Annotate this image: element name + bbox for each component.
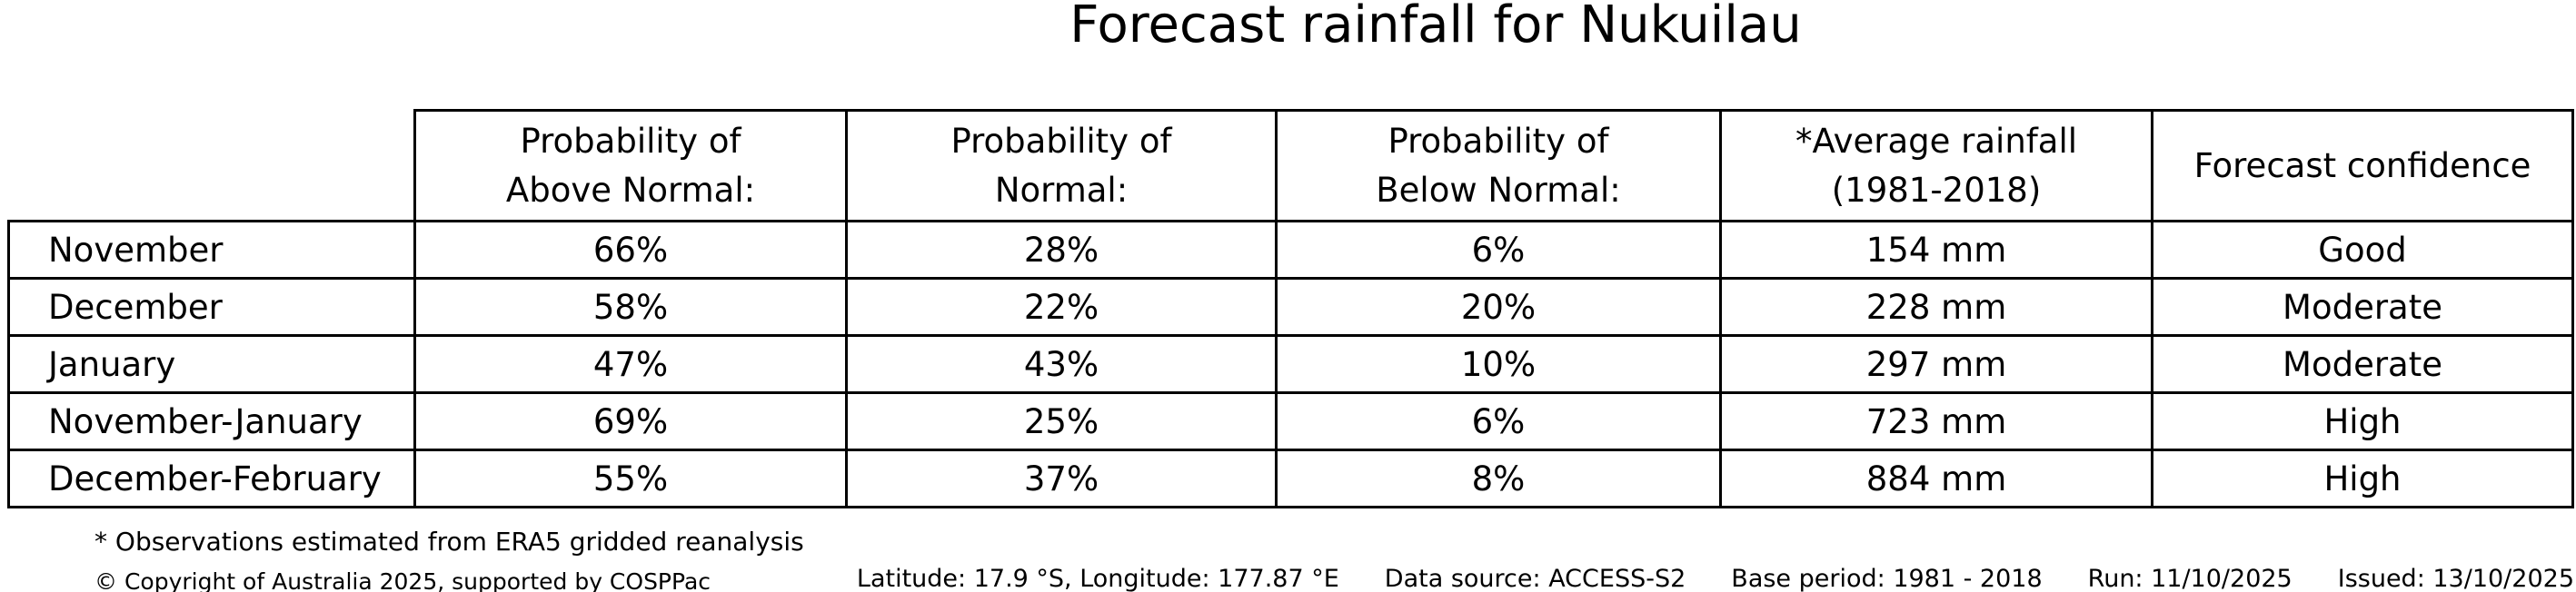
table-row: December-February 55% 37% 8% 884 mm High	[7, 449, 2574, 508]
cell-above-normal: 66%	[413, 220, 848, 280]
cell-normal: 25%	[845, 391, 1278, 451]
header-below-normal: Probability of Below Normal:	[1275, 109, 1722, 222]
cell-confidence: High	[2151, 391, 2574, 451]
cell-above-normal: 58%	[413, 277, 848, 337]
cell-confidence: High	[2151, 449, 2574, 508]
observations-footnote: * Observations estimated from ERA5 gridd…	[94, 527, 804, 557]
row-label: December-February	[7, 449, 416, 508]
cell-average-rainfall: 154 mm	[1719, 220, 2153, 280]
figure-info-line: Latitude: 17.9 °S, Longitude: 177.87 °E …	[857, 565, 2574, 592]
table-header-row: Probability of Above Normal: Probability…	[9, 109, 2574, 222]
cell-confidence: Moderate	[2151, 334, 2574, 394]
row-label: January	[7, 334, 416, 394]
header-average-rainfall: *Average rainfall (1981-2018)	[1719, 109, 2153, 222]
table-row: December 58% 22% 20% 228 mm Moderate	[7, 277, 2574, 337]
header-above-normal: Probability of Above Normal:	[413, 109, 848, 222]
cell-normal: 43%	[845, 334, 1278, 394]
row-label: November	[7, 220, 416, 280]
table-row: January 47% 43% 10% 297 mm Moderate	[7, 334, 2574, 394]
cell-normal: 28%	[845, 220, 1278, 280]
header-forecast-confidence: Forecast confidence	[2151, 109, 2574, 222]
cell-average-rainfall: 228 mm	[1719, 277, 2153, 337]
row-label: November-January	[7, 391, 416, 451]
copyright-notice: © Copyright of Australia 2025, supported…	[94, 568, 711, 592]
cell-confidence: Good	[2151, 220, 2574, 280]
cell-below-normal: 6%	[1275, 220, 1722, 280]
page-title: Forecast rainfall for Nukuilau	[1069, 0, 1802, 54]
cell-above-normal: 47%	[413, 334, 848, 394]
cell-below-normal: 10%	[1275, 334, 1722, 394]
base-period-info: Base period: 1981 - 2018	[1731, 565, 2043, 592]
header-blank-cell	[9, 111, 415, 222]
cell-average-rainfall: 297 mm	[1719, 334, 2153, 394]
row-label: December	[7, 277, 416, 337]
cell-above-normal: 69%	[413, 391, 848, 451]
issued-date-info: Issued: 13/10/2025	[2337, 565, 2574, 592]
cell-normal: 22%	[845, 277, 1278, 337]
run-date-info: Run: 11/10/2025	[2087, 565, 2293, 592]
forecast-table: Probability of Above Normal: Probability…	[7, 109, 2574, 508]
cell-above-normal: 55%	[413, 449, 848, 508]
table-row: November 66% 28% 6% 154 mm Good	[7, 220, 2574, 280]
table-row: November-January 69% 25% 6% 723 mm High	[7, 391, 2574, 451]
cell-normal: 37%	[845, 449, 1278, 508]
cell-below-normal: 8%	[1275, 449, 1722, 508]
cell-below-normal: 20%	[1275, 277, 1722, 337]
cell-confidence: Moderate	[2151, 277, 2574, 337]
header-normal: Probability of Normal:	[845, 109, 1278, 222]
cell-average-rainfall: 884 mm	[1719, 449, 2153, 508]
data-source-info: Data source: ACCESS-S2	[1384, 565, 1686, 592]
cell-below-normal: 6%	[1275, 391, 1722, 451]
location-info: Latitude: 17.9 °S, Longitude: 177.87 °E	[856, 565, 1339, 592]
cell-average-rainfall: 723 mm	[1719, 391, 2153, 451]
